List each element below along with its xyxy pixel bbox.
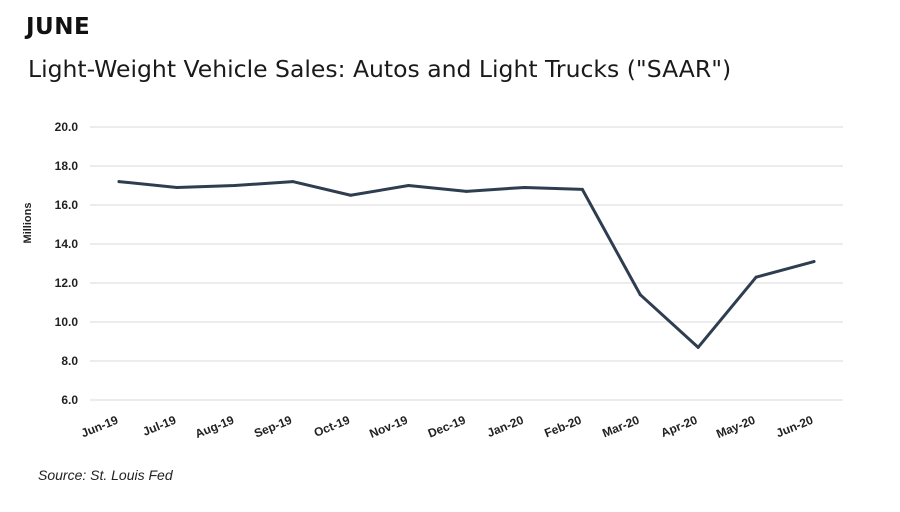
y-axis-ticks: 6.0 8.0 10.0 12.0 14.0 16.0 18.0 20.0 bbox=[55, 120, 79, 407]
data-point bbox=[117, 180, 121, 184]
x-tick-label: Jul-19 bbox=[141, 413, 179, 439]
x-axis-ticks: Jun-19 Jul-19 Aug-19 Sep-19 Oct-19 Nov-19 Dec-… bbox=[79, 413, 815, 441]
data-point bbox=[638, 293, 642, 297]
data-point bbox=[522, 185, 526, 189]
page-heading: JUNE bbox=[26, 14, 91, 40]
y-axis-label: Millions bbox=[22, 203, 34, 244]
x-tick-label: Jun-19 bbox=[79, 413, 120, 441]
y-tick-label: 10.0 bbox=[55, 315, 79, 329]
data-point bbox=[407, 184, 411, 187]
x-tick-label: Apr-20 bbox=[659, 413, 700, 440]
data-point bbox=[349, 193, 353, 197]
data-point bbox=[291, 180, 295, 184]
x-tick-label: Feb-20 bbox=[542, 413, 583, 441]
y-tick-label: 18.0 bbox=[55, 159, 79, 173]
x-tick-label: Jun-20 bbox=[774, 413, 815, 441]
x-tick-label: Mar-20 bbox=[600, 413, 641, 441]
y-tick-label: 8.0 bbox=[61, 354, 78, 368]
x-tick-label: Aug-19 bbox=[193, 413, 236, 441]
y-tick-label: 20.0 bbox=[55, 120, 79, 134]
data-point bbox=[465, 189, 468, 193]
y-tick-label: 6.0 bbox=[61, 393, 78, 407]
source-note: Source: St. Louis Fed bbox=[38, 467, 173, 483]
grid-layer bbox=[90, 126, 843, 401]
y-tick-label: 14.0 bbox=[55, 237, 79, 251]
data-point bbox=[233, 184, 237, 187]
data-point bbox=[812, 260, 816, 264]
chart-title: Light-Weight Vehicle Sales: Autos and Li… bbox=[28, 55, 732, 83]
data-point bbox=[754, 275, 758, 279]
y-tick-label: 12.0 bbox=[55, 276, 79, 290]
data-point bbox=[696, 345, 700, 349]
data-point bbox=[580, 187, 584, 191]
x-tick-label: Dec-19 bbox=[426, 413, 468, 441]
x-tick-label: May-20 bbox=[714, 413, 757, 441]
x-tick-label: Sep-19 bbox=[252, 413, 294, 441]
x-tick-label: Nov-19 bbox=[367, 413, 410, 441]
x-tick-label: Jan-20 bbox=[485, 413, 526, 440]
data-point bbox=[175, 185, 179, 189]
y-tick-label: 16.0 bbox=[55, 198, 79, 212]
series-layer bbox=[117, 180, 816, 349]
x-tick-label: Oct-19 bbox=[312, 413, 352, 440]
